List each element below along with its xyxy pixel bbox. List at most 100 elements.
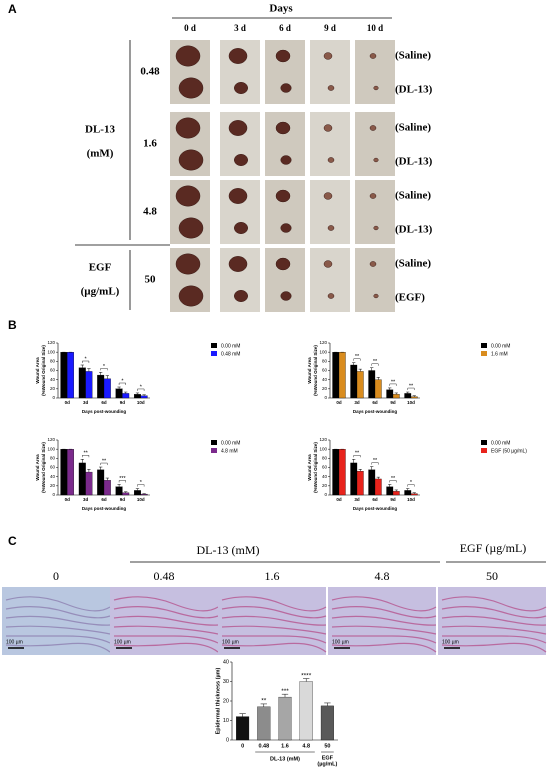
bar [299,681,313,741]
wound [369,193,377,199]
error-bar [281,693,289,698]
tissue-fiber [221,615,327,626]
y-tick-label: 20 [322,483,328,488]
group-label: EGF [322,755,334,761]
bar [60,352,68,399]
x-tick-label: 3d [354,400,360,405]
error-bar [117,386,121,389]
y-tick-label: 20 [223,698,229,704]
tissue-fiber [331,606,437,619]
histology-image [2,587,110,655]
sig-bracket [353,455,361,458]
wound-photo [310,180,350,244]
wound [178,217,204,239]
y-tick-label: 40 [322,474,328,479]
x-tick-label: 6d [372,497,378,502]
day-label: 0 d [184,23,196,33]
tissue-fiber [113,606,219,619]
x-tick-label: 6d [101,400,107,405]
wound [373,293,379,299]
condition-label: (Saline) [395,50,431,62]
bar [103,480,111,496]
wound [327,293,335,299]
bar [410,396,418,399]
y-tick-label: 60 [322,465,328,470]
y-tick-label: 80 [50,359,56,364]
y-tick-label: 0 [52,492,55,497]
sig-bracket [407,387,415,391]
panel-label: B [8,318,17,332]
legend-swatch [481,448,487,453]
x-axis-label: Days post-wounding [82,409,126,414]
wound [373,85,379,91]
tissue-fiber [441,606,547,619]
group-header: DL-13 (mM) [197,543,260,557]
sig-bracket [137,388,145,391]
x-tick-label: 10d [407,400,415,405]
wound [228,48,248,64]
bar [320,705,334,741]
x-tick-label: 6d [372,400,378,405]
error-bar [358,368,362,372]
y-tick-label: 80 [322,456,328,461]
x-tick-label: 0d [336,400,342,405]
y-axis-label: (%Wound Original Size) [41,345,46,396]
wound [175,253,201,275]
x-tick-label: 9d [390,400,396,405]
bar [60,449,68,496]
y-tick-label: 60 [50,465,56,470]
legend-swatch [211,448,217,453]
sig-bracket [82,360,90,363]
condition-label: (Saline) [395,190,431,202]
y-tick-label: 20 [50,483,56,488]
error-bar [135,392,140,395]
tissue-fiber [441,625,547,635]
error-bar [412,395,416,397]
group-unit: (mM) [87,148,114,160]
bar [85,471,93,496]
bar [140,395,148,399]
y-tick-label: 120 [47,437,55,442]
bar [374,379,382,399]
y-tick-label: 30 [223,679,229,685]
day-label: 3 d [234,23,246,33]
tissue-fiber [442,635,547,644]
significance-label: ** [391,379,396,385]
sig-bracket [137,484,145,487]
significance-label: **** [301,672,312,679]
days-header: Days [269,3,293,15]
legend-swatch [211,351,217,356]
bar [115,486,123,496]
sig-bracket [353,358,361,361]
significance-label: ** [102,458,107,464]
legend-label: 0.00 mM [491,343,510,349]
bar [97,374,105,399]
x-tick-label: 4.8 [302,743,310,749]
legend-swatch [481,351,487,356]
error-bar [87,368,91,372]
error-bar [303,678,310,682]
x-tick-label: 0d [65,497,71,502]
error-bar [124,491,128,493]
group-label: DL-13 [85,124,115,136]
significance-label: ** [83,451,88,457]
tissue-fiber [331,615,437,626]
sig-bracket [118,382,126,385]
scale-label: 100 µm [114,639,131,645]
bar [257,706,271,741]
x-axis-label: Days post-wounding [353,409,397,414]
tissue-fiber [5,606,111,619]
wound [327,157,335,163]
significance-label: * [121,378,124,384]
tissue-fiber [113,596,219,612]
tissue-fiber [5,615,111,626]
group-unit: (µg/mL) [81,286,120,298]
tissue-fiber [5,596,111,612]
condition-label: (EGF) [395,292,425,304]
column-label: 50 [486,569,498,583]
y-axis-label: Wound Area [307,454,312,481]
tissue-fiber [331,625,437,635]
x-tick-label: 10d [407,497,415,502]
bar [356,371,364,399]
bar [338,449,346,496]
